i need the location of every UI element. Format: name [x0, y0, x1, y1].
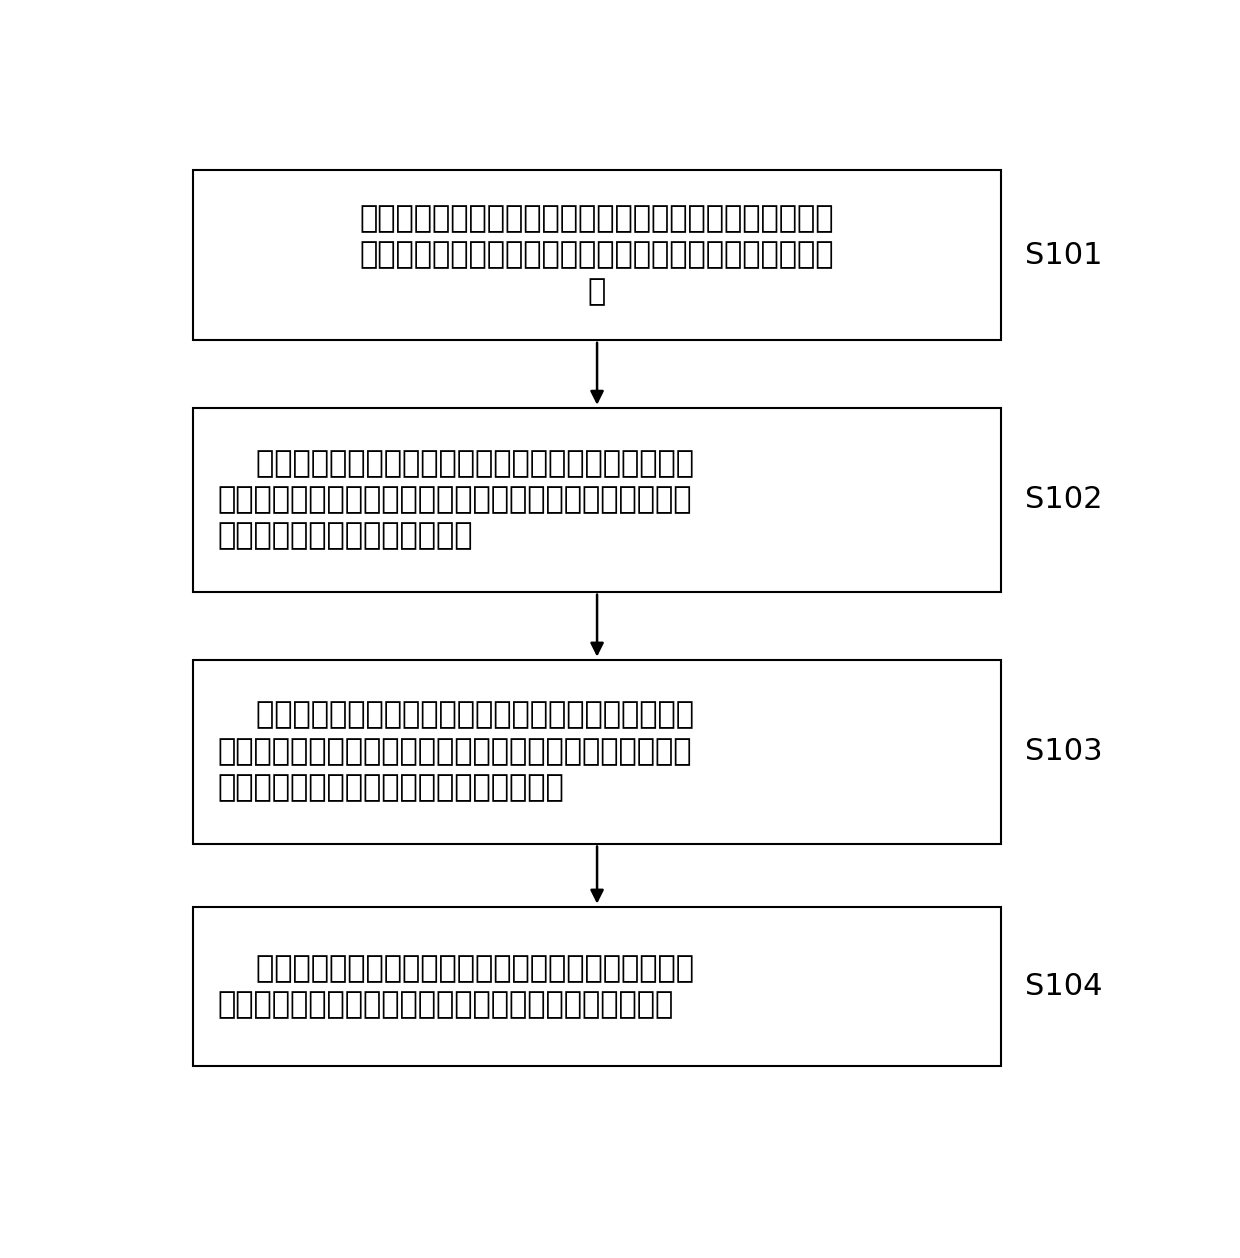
Text: 有效值与基波分量有效值，构建高压并联电抗器闭锁解除判: 有效值与基波分量有效值，构建高压并联电抗器闭锁解除判 — [360, 240, 835, 269]
FancyBboxPatch shape — [193, 170, 1001, 340]
Text: 波有效值与基波分量有效值，均不满足闭锁解除判据，则获: 波有效值与基波分量有效值，均不满足闭锁解除判据，则获 — [217, 486, 692, 515]
Text: S104: S104 — [1024, 972, 1102, 1001]
Text: 取高压并联电抗器的相阻抗值；: 取高压并联电抗器的相阻抗值； — [217, 522, 472, 551]
Text: 根据高压并联电抗器三相电流的直流分量有效值、二次谐波: 根据高压并联电抗器三相电流的直流分量有效值、二次谐波 — [360, 204, 835, 233]
Text: 根据高压并联电抗器该相的阻抗波动基准值与阻抗波动: 根据高压并联电抗器该相的阻抗波动基准值与阻抗波动 — [217, 954, 694, 982]
Text: S102: S102 — [1024, 486, 1102, 515]
Text: 据: 据 — [588, 277, 606, 306]
FancyBboxPatch shape — [193, 907, 1001, 1067]
FancyBboxPatch shape — [193, 408, 1001, 591]
Text: S101: S101 — [1024, 240, 1102, 269]
Text: 若高压并联电抗器每相电流的直流分量有效值、二次谐: 若高压并联电抗器每相电流的直流分量有效值、二次谐 — [217, 449, 694, 478]
Text: 相阻值的阈值，则获取该相的历史数据，根据所述历史数据: 相阻值的阈值，则获取该相的历史数据，根据所述历史数据 — [217, 737, 692, 766]
Text: 获取该相的阻抗波动基准值和阻抗波动幅值: 获取该相的阻抗波动基准值和阻抗波动幅值 — [217, 774, 564, 803]
FancyBboxPatch shape — [193, 659, 1001, 844]
Text: 若高压并联电抗器任意一相阻抗值小于高压并联电抗器: 若高压并联电抗器任意一相阻抗值小于高压并联电抗器 — [217, 701, 694, 730]
Text: S103: S103 — [1024, 737, 1102, 766]
Text: 幅值的比值，判断高压并联电抗器该相是否发生匝间短路: 幅值的比值，判断高压并联电抗器该相是否发生匝间短路 — [217, 990, 673, 1019]
